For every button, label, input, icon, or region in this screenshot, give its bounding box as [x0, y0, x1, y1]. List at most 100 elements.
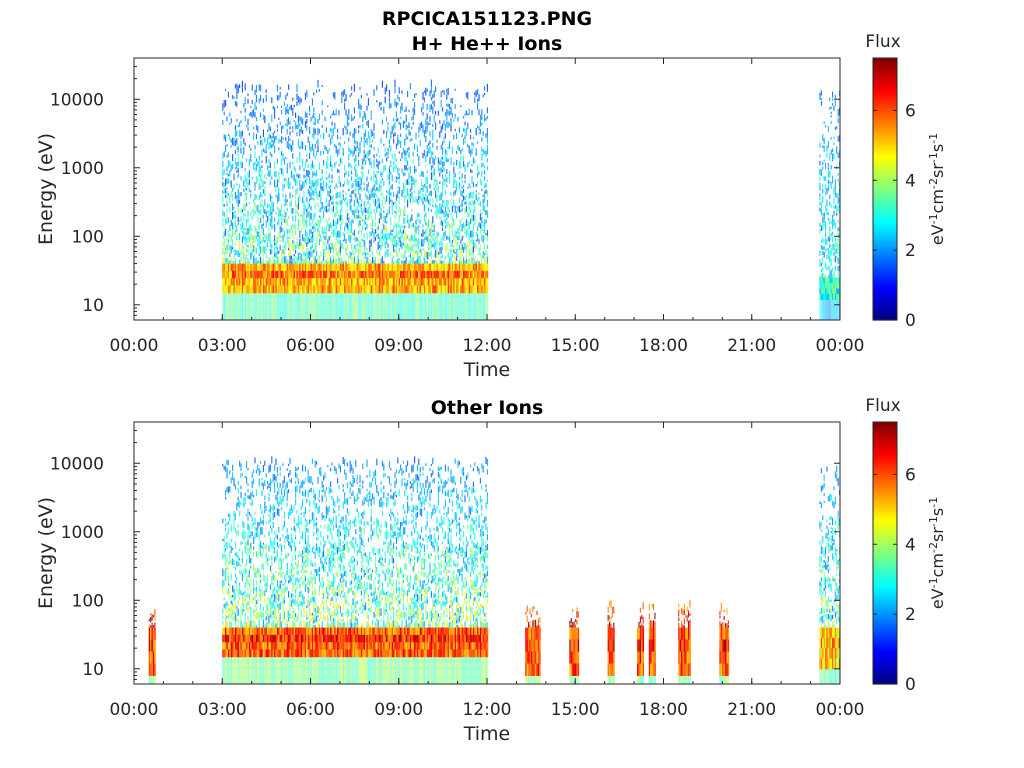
flux-cell — [241, 531, 243, 539]
flux-cell — [430, 260, 432, 264]
flux-cell — [418, 190, 420, 195]
flux-cell — [269, 597, 271, 605]
flux-cell — [407, 188, 409, 196]
flux-cell — [261, 247, 263, 255]
flux-cell — [222, 247, 224, 255]
flux-cell — [244, 624, 246, 628]
flux-cell — [278, 187, 280, 194]
flux-cell — [257, 656, 259, 684]
flux-cell — [830, 182, 832, 186]
flux-cell — [230, 573, 232, 581]
flux-cell — [348, 263, 350, 272]
flux-cell — [451, 229, 453, 237]
flux-cell — [285, 285, 287, 294]
flux-cell — [274, 642, 276, 650]
flux-cell — [833, 210, 835, 216]
flux-cell — [440, 263, 443, 272]
flux-cell — [351, 205, 353, 213]
flux-cell — [338, 247, 340, 256]
flux-cell — [442, 90, 444, 93]
flux-cell — [837, 118, 839, 124]
flux-cell — [223, 642, 226, 650]
flux-cell — [321, 226, 323, 234]
flux-cell — [331, 113, 333, 116]
flux-cell — [832, 148, 834, 153]
flux-cell — [416, 285, 419, 294]
flux-cell — [367, 158, 369, 161]
flux-cell — [819, 228, 821, 234]
flux-cell — [379, 270, 381, 279]
flux-cell — [285, 578, 287, 584]
flux-cell — [362, 158, 364, 165]
flux-cell — [261, 545, 263, 549]
flux-cell — [223, 270, 226, 279]
flux-cell — [826, 282, 828, 289]
flux-cell — [272, 627, 275, 636]
colorbar-segment — [873, 202, 897, 205]
x-tick-label: 15:00 — [551, 336, 600, 356]
flux-cell — [246, 237, 248, 243]
flux-cell — [254, 457, 256, 464]
flux-cell — [430, 226, 432, 234]
flux-cell — [437, 110, 439, 116]
flux-cell — [296, 180, 298, 186]
flux-cell — [258, 258, 260, 264]
flux-cell — [398, 139, 400, 144]
flux-cell — [289, 634, 291, 643]
flux-cell — [288, 135, 290, 142]
colorbar-segment — [873, 145, 897, 149]
flux-cell — [271, 568, 273, 574]
flux-cell — [465, 245, 467, 254]
flux-cell — [332, 285, 335, 294]
flux-cell — [822, 224, 824, 231]
flux-cell — [829, 282, 831, 289]
flux-cell — [457, 278, 459, 286]
flux-cell — [449, 111, 451, 117]
flux-cell — [236, 161, 238, 169]
flux-cell — [325, 219, 327, 223]
flux-cell — [341, 242, 343, 249]
flux-cell — [313, 230, 315, 234]
flux-cell — [414, 94, 416, 99]
flux-cell — [314, 143, 316, 149]
flux-cell — [825, 262, 827, 269]
flux-cell — [247, 210, 249, 216]
flux-cell — [380, 212, 382, 220]
flux-cell — [454, 104, 456, 109]
flux-cell — [830, 282, 833, 289]
flux-cell — [264, 656, 266, 684]
flux-cell — [822, 277, 824, 284]
flux-cell — [823, 288, 826, 295]
flux-cell — [227, 178, 229, 184]
flux-cell — [286, 263, 289, 272]
flux-cell — [262, 546, 264, 553]
flux-cell — [254, 526, 256, 531]
flux-cell — [437, 270, 440, 279]
flux-cell — [352, 183, 354, 188]
flux-cell — [306, 212, 308, 219]
flux-cell — [307, 211, 309, 218]
flux-cell — [296, 584, 298, 590]
flux-cell — [257, 204, 259, 213]
flux-cell — [367, 97, 369, 106]
flux-cell — [374, 222, 376, 227]
flux-cell — [258, 292, 261, 320]
flux-cell — [278, 508, 280, 517]
flux-cell — [456, 248, 458, 256]
flux-cell — [376, 270, 378, 279]
flux-cell — [366, 176, 368, 182]
flux-cell — [345, 109, 347, 116]
flux-cell — [234, 149, 236, 155]
flux-cell — [243, 213, 245, 221]
flux-cell — [425, 270, 427, 279]
flux-cell — [474, 92, 476, 96]
flux-cell — [327, 247, 329, 255]
flux-cell — [223, 204, 225, 207]
flux-cell — [334, 162, 336, 168]
flux-cell — [430, 250, 432, 255]
flux-cell — [461, 190, 463, 198]
flux-cell — [463, 222, 465, 229]
flux-cell — [429, 198, 431, 207]
flux-cell — [468, 201, 470, 205]
flux-cell — [288, 610, 290, 617]
